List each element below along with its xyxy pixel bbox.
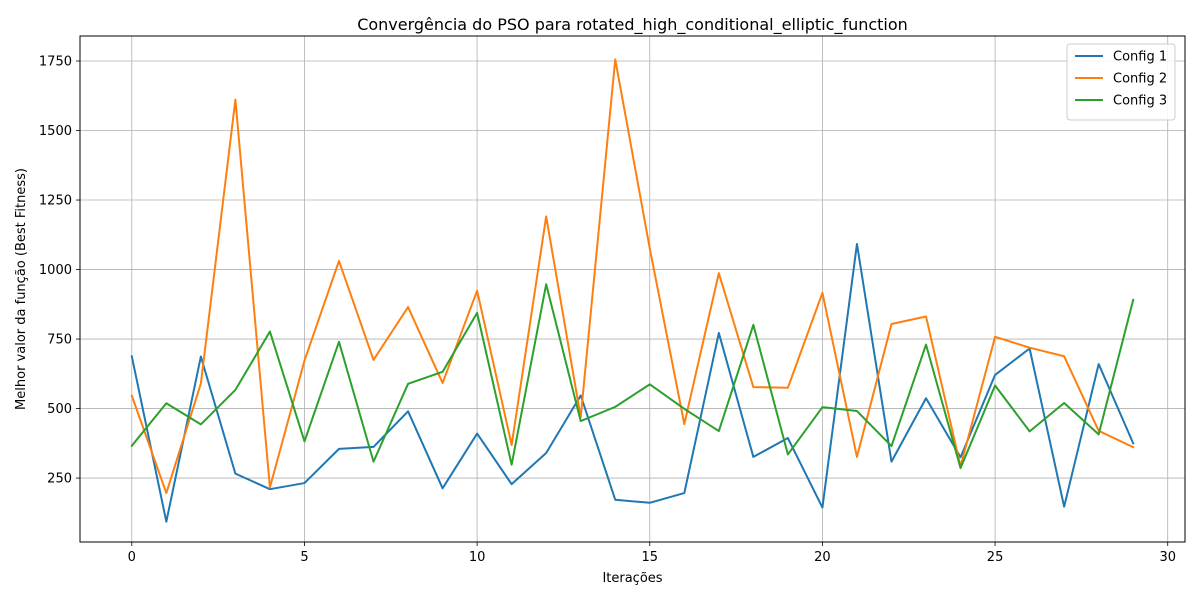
x-tick-label: 10 xyxy=(469,550,486,565)
y-tick-label: 500 xyxy=(47,402,72,417)
plot-frame xyxy=(79,35,1186,543)
series-line-config-3 xyxy=(130,283,1135,470)
legend-label: Config 2 xyxy=(1113,72,1167,87)
x-tick-label: 20 xyxy=(814,550,831,565)
y-tick-label: 1750 xyxy=(39,55,72,70)
y-tick-label: 1500 xyxy=(39,124,72,139)
y-tick-label: 1250 xyxy=(39,194,72,209)
legend-label: Config 1 xyxy=(1113,50,1167,65)
x-tick-label: 5 xyxy=(300,550,308,565)
y-tick-label: 750 xyxy=(47,333,72,348)
legend-label: Config 3 xyxy=(1113,94,1167,109)
chart-title: Convergência do PSO para rotated_high_co… xyxy=(357,15,908,35)
x-tick-label: 15 xyxy=(641,550,658,565)
x-axis-label: Iterações xyxy=(602,571,662,586)
y-axis-label: Melhor valor da função (Best Fitness) xyxy=(14,168,29,410)
series-layer xyxy=(130,58,1135,523)
axis-ticks: 0 5 10 15 20 25 30 250 500 750 1000 1250 1500 1750 xyxy=(39,55,1176,565)
y-tick-label: 250 xyxy=(47,472,72,487)
x-tick-label: 30 xyxy=(1159,550,1176,565)
x-tick-label: 25 xyxy=(987,550,1004,565)
legend: Config 1 Config 2 Config 3 xyxy=(1066,43,1176,121)
x-tick-label: 0 xyxy=(128,550,136,565)
series-line-config-2 xyxy=(130,58,1135,495)
y-tick-label: 1000 xyxy=(39,263,72,278)
